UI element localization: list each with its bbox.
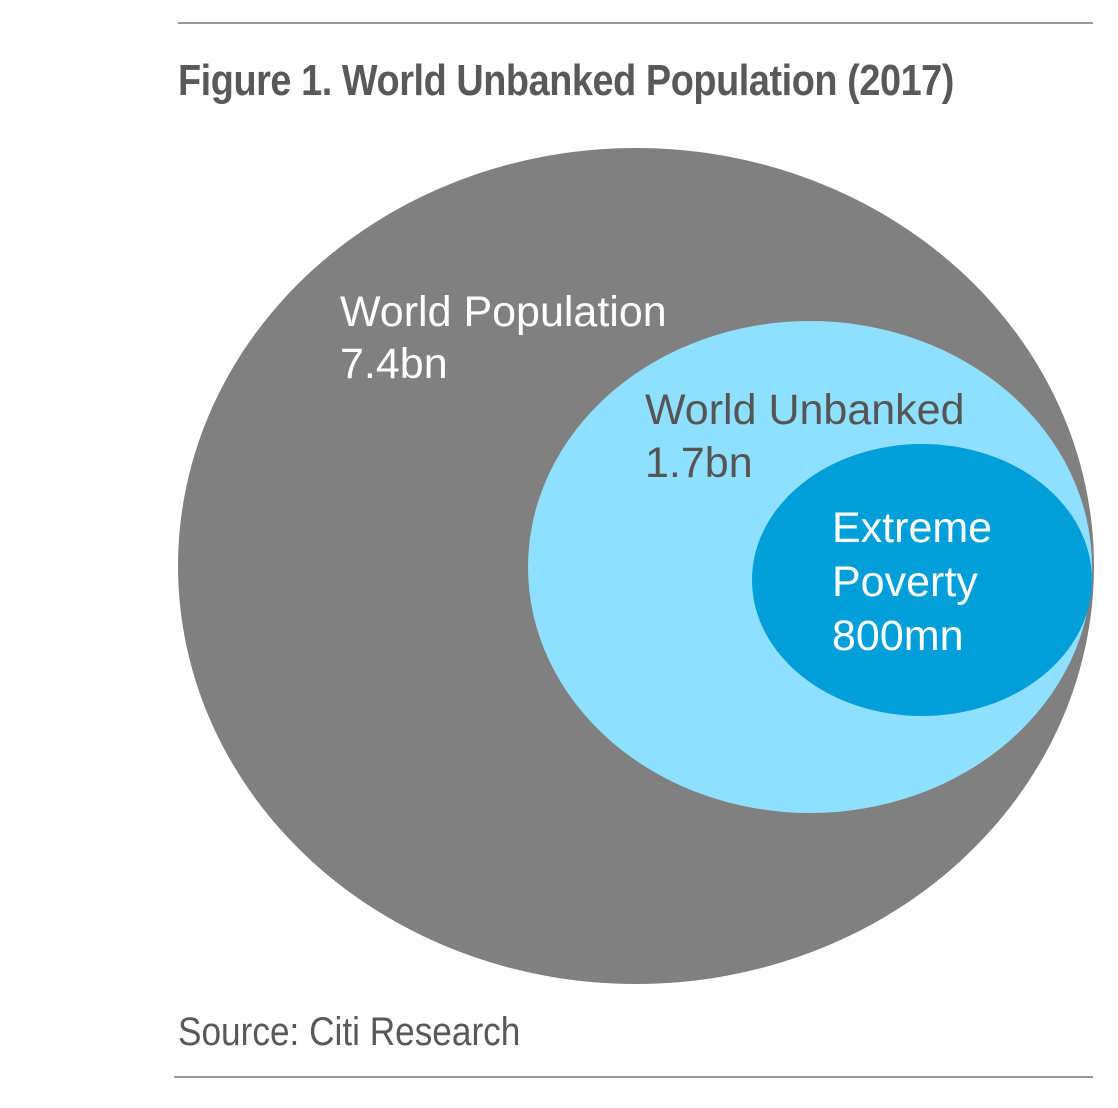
extreme-poverty-name-line2: Poverty: [832, 558, 978, 606]
world-population-value: 7.4bn: [340, 340, 448, 388]
source-note: Source: Citi Research: [178, 1010, 521, 1054]
world-unbanked-label: World Unbanked 1.7bn: [645, 386, 976, 487]
bottom-rule: [174, 1076, 1093, 1078]
top-rule: [178, 22, 1093, 24]
world-unbanked-name: World Unbanked: [645, 386, 965, 434]
extreme-poverty-value: 800mn: [832, 612, 963, 660]
extreme-poverty-name-line1: Extreme: [832, 504, 992, 552]
world-population-label: World Population 7.4bn: [340, 288, 679, 388]
figure-title: Figure 1. World Unbanked Population (201…: [178, 56, 954, 105]
world-unbanked-value: 1.7bn: [645, 439, 753, 487]
world-population-name: World Population: [340, 288, 667, 336]
extreme-poverty-ellipse: [752, 444, 1092, 716]
extreme-poverty-label: Extreme Poverty 800mn: [832, 504, 1004, 660]
